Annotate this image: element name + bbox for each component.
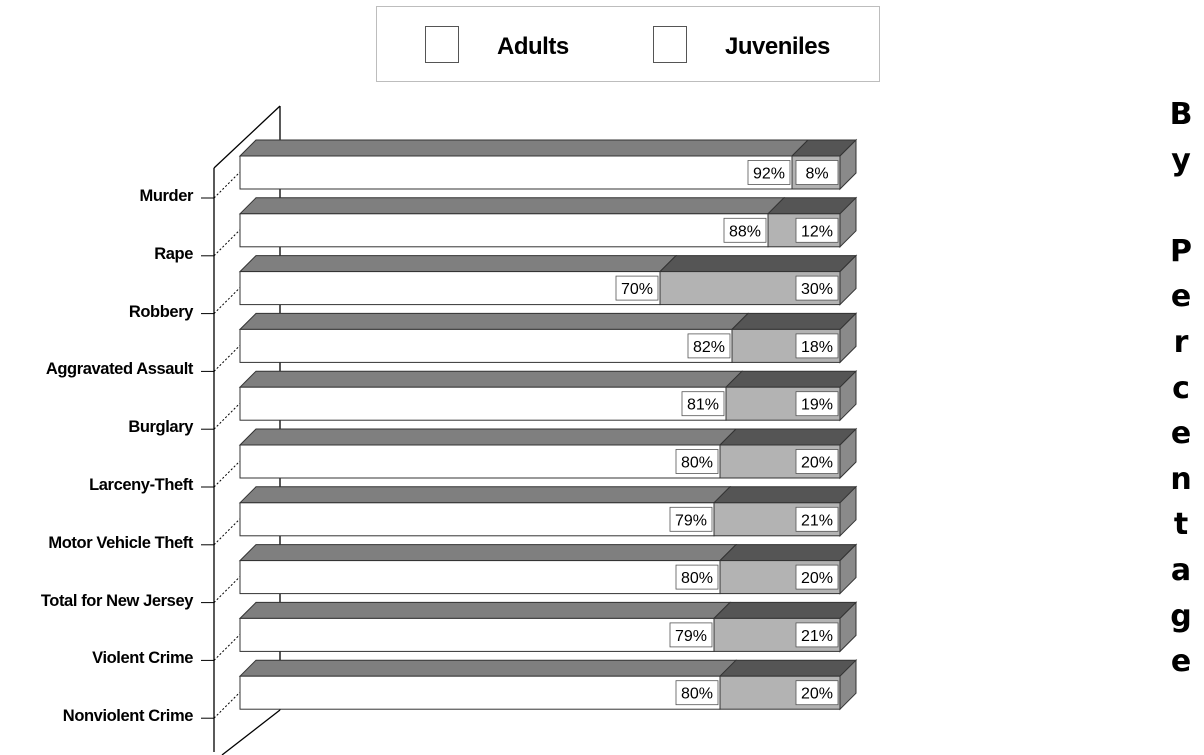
value-box-adults-robbery: [615, 275, 659, 301]
category-label-robbery: Robbery: [128, 302, 194, 321]
category-label-burglary: Burglary: [128, 418, 193, 437]
value-box-adults-murder: [747, 160, 791, 185]
value-box-adults-motor-vehicle-theft: [669, 506, 713, 532]
value-box-juveniles-motor-vehicle-theft: [795, 506, 839, 532]
value-box-juveniles-total-for-new-jersey: [795, 564, 839, 590]
value-label-adults-murder: 92%: [753, 166, 785, 183]
bar-top-adults-violent-crime: [238, 601, 732, 619]
category-label-larceny-theft: Larceny-Theft: [89, 476, 193, 494]
value-box-adults-rape: [723, 217, 767, 243]
category-label-total-for-new-jersey: Total for New Jersey: [40, 591, 194, 610]
bar-adults-larceny-theft: [239, 444, 721, 479]
value-label-juveniles-murder: 8%: [805, 166, 828, 183]
value-box-adults-larceny-theft: [675, 449, 719, 474]
bar-top-adults-nonviolent-crime: [238, 659, 738, 677]
bar-adults-aggravated-assault: [239, 328, 733, 363]
tick-guide-larceny-theft: [213, 458, 243, 488]
bar-top-juveniles-larceny-theft: [718, 428, 858, 446]
category-label-nonviolent-crime: Nonviolent Crime: [62, 707, 194, 726]
value-box-juveniles-violent-crime: [795, 622, 839, 648]
value-label-juveniles-burglary: 19%: [801, 397, 833, 414]
legend-label-adults: Adults: [497, 33, 569, 60]
value-box-adults-nonviolent-crime: [675, 680, 719, 706]
legend: Adults Juveniles: [376, 6, 880, 82]
value-label-juveniles-larceny-theft: 20%: [801, 455, 833, 472]
value-box-adults-aggravated-assault: [687, 333, 731, 359]
tick-guide-murder: [213, 169, 243, 199]
tick-guide-aggravated-assault: [213, 343, 243, 372]
tick-guide-nonviolent-crime: [213, 689, 243, 719]
bar-top-adults-robbery: [238, 255, 678, 273]
tick-guide-violent-crime: [213, 632, 243, 661]
tick-guide-robbery: [213, 285, 243, 314]
value-box-adults-violent-crime: [669, 622, 713, 648]
value-label-juveniles-motor-vehicle-theft: 21%: [801, 512, 833, 529]
value-box-juveniles-nonviolent-crime: [795, 680, 839, 706]
tick-guide-motor-vehicle-theft: [213, 516, 243, 546]
bar-top-adults-murder: [238, 139, 810, 157]
category-label-aggravated-assault: Aggravated Assault: [45, 360, 194, 379]
value-box-juveniles-murder: [795, 160, 839, 185]
bar-top-adults-aggravated-assault: [238, 312, 750, 330]
bar-top-adults-burglary: [238, 370, 744, 388]
value-label-adults-nonviolent-crime: 80%: [681, 686, 713, 703]
value-label-adults-robbery: 70%: [621, 281, 653, 298]
bar-adults-nonviolent-crime: [239, 675, 721, 710]
bar-top-adults-motor-vehicle-theft: [238, 486, 732, 504]
tick-guide-total-for-new-jersey: [213, 574, 243, 603]
bar-top-adults-total-for-new-jersey: [238, 544, 738, 562]
bar-top-juveniles-aggravated-assault: [730, 312, 858, 330]
bar-top-juveniles-robbery: [658, 255, 858, 273]
legend-swatch-juveniles: [653, 26, 687, 63]
category-label-murder: Murder: [139, 187, 193, 205]
bar-adults-murder: [239, 155, 793, 190]
value-label-juveniles-nonviolent-crime: 20%: [801, 686, 833, 703]
bar-top-juveniles-motor-vehicle-theft: [712, 486, 858, 504]
value-label-adults-total-for-new-jersey: 80%: [681, 570, 713, 587]
tick-guide-burglary: [213, 400, 243, 430]
value-label-juveniles-total-for-new-jersey: 20%: [801, 570, 833, 587]
wall-bottom-edge: [221, 709, 281, 755]
value-box-adults-burglary: [681, 391, 725, 417]
side-vertical-text: B y P e r c e n t a g e: [1169, 97, 1193, 680]
bar-adults-rape: [239, 213, 769, 248]
value-label-adults-motor-vehicle-theft: 79%: [675, 512, 707, 529]
bar-top-juveniles-burglary: [724, 370, 858, 388]
value-box-juveniles-aggravated-assault: [795, 333, 839, 359]
category-label-rape: Rape: [154, 244, 193, 263]
value-label-juveniles-rape: 12%: [801, 223, 833, 240]
legend-swatch-adults: [425, 26, 459, 63]
value-box-adults-total-for-new-jersey: [675, 564, 719, 590]
category-label-violent-crime: Violent Crime: [92, 649, 193, 668]
bar-top-juveniles-violent-crime: [712, 601, 858, 619]
value-label-juveniles-robbery: 30%: [801, 281, 833, 298]
bar-top-juveniles-nonviolent-crime: [718, 659, 858, 677]
value-label-adults-rape: 88%: [729, 223, 761, 240]
value-label-adults-violent-crime: 79%: [675, 628, 707, 645]
value-box-juveniles-rape: [795, 217, 839, 243]
legend-label-juveniles: Juveniles: [725, 33, 830, 60]
category-label-motor-vehicle-theft: Motor Vehicle Theft: [48, 533, 193, 552]
bar-top-adults-rape: [238, 197, 786, 215]
value-label-adults-burglary: 81%: [687, 397, 719, 414]
value-label-juveniles-violent-crime: 21%: [801, 628, 833, 645]
bar-adults-robbery: [239, 271, 661, 306]
wall-top-edge: [213, 105, 281, 169]
bar-adults-violent-crime: [239, 617, 715, 652]
value-label-adults-aggravated-assault: 82%: [693, 339, 725, 356]
tick-guide-rape: [213, 227, 243, 257]
value-label-adults-larceny-theft: 80%: [681, 455, 713, 472]
bar-top-adults-larceny-theft: [238, 428, 738, 446]
bar-adults-burglary: [239, 386, 727, 421]
value-label-juveniles-aggravated-assault: 18%: [801, 339, 833, 356]
value-box-juveniles-burglary: [795, 391, 839, 417]
bar-top-juveniles-total-for-new-jersey: [718, 544, 858, 562]
value-box-juveniles-robbery: [795, 275, 839, 301]
bar-adults-motor-vehicle-theft: [239, 502, 715, 537]
value-box-juveniles-larceny-theft: [795, 449, 839, 474]
bar-adults-total-for-new-jersey: [239, 560, 721, 595]
value-labels: 92% 8% 88% 12% 70% 30% 82% 18% 81% 19% 80% 20% 79% 21…: [615, 160, 839, 706]
